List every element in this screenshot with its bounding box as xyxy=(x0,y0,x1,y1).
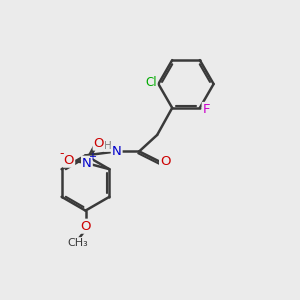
Text: O: O xyxy=(94,136,104,150)
Text: N: N xyxy=(82,157,92,170)
Text: F: F xyxy=(203,103,210,116)
Text: CH₃: CH₃ xyxy=(68,238,88,248)
Text: H: H xyxy=(104,141,112,151)
Text: O: O xyxy=(64,154,74,167)
Text: O: O xyxy=(80,220,91,233)
Text: +: + xyxy=(88,152,96,162)
Text: N: N xyxy=(112,145,122,158)
Text: O: O xyxy=(160,155,171,168)
Text: Cl: Cl xyxy=(145,76,157,89)
Text: -: - xyxy=(60,147,64,160)
